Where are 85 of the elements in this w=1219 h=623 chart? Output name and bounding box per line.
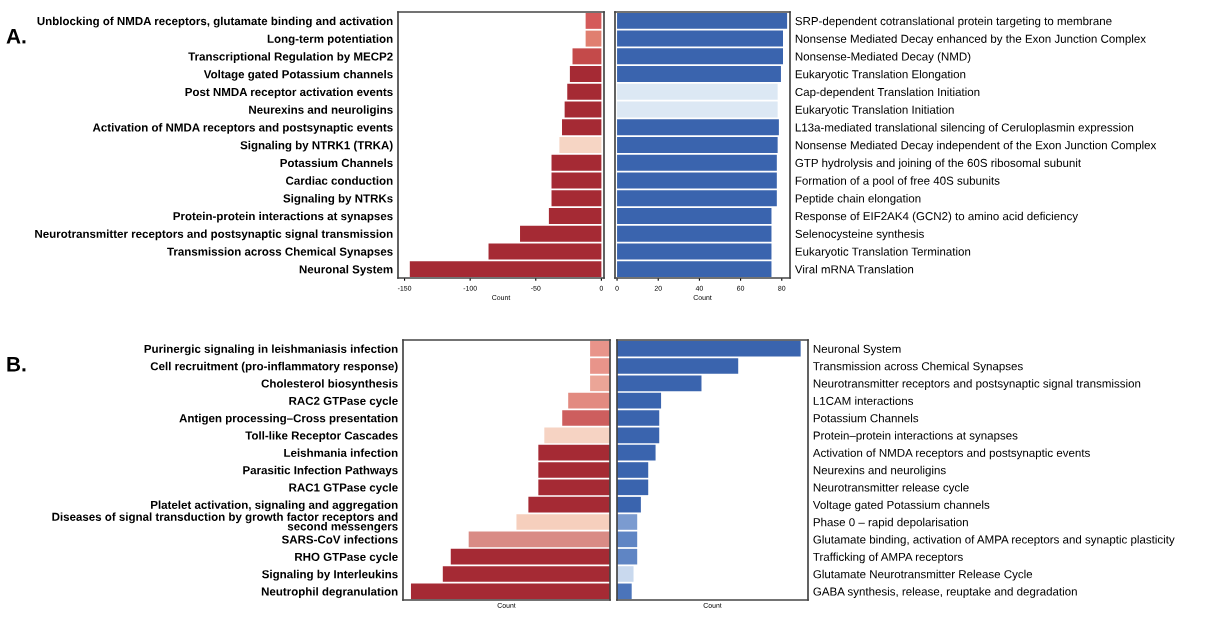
y-tick-label: Parasitic Infection Pathways bbox=[243, 465, 398, 477]
y-tick-label: Diseases of signal transduction by growth factor receptors and second messengers bbox=[52, 512, 398, 533]
y-tick-label: Neurexins and neuroligins bbox=[249, 105, 393, 117]
bar bbox=[617, 207, 772, 224]
y-tick-label: Leishmania infection bbox=[284, 448, 398, 457]
bar bbox=[617, 496, 641, 513]
y-tick-label: Transmission across Chemical Synapses bbox=[167, 247, 393, 258]
y-tick-label: Potassium Channels bbox=[813, 413, 919, 423]
y-tick-label: RAC2 GTPase cycle bbox=[289, 396, 398, 408]
bar bbox=[617, 462, 649, 478]
y-tick-label: Protein-protein interactions at synapses bbox=[173, 211, 393, 223]
bar bbox=[617, 340, 801, 357]
y-tick-label: Transcriptional Regulation by MECP2 bbox=[188, 52, 393, 63]
y-tick-label: Phase 0 – rapid depolarisation bbox=[813, 517, 968, 529]
y-tick-label: Response of EIF2AK4 (GCN2) to amino acid deficiency bbox=[795, 211, 1079, 223]
y-tick-label: Transmission across Chemical Synapses bbox=[813, 361, 1023, 373]
y-tick-label: Eukaryotic Translation Elongation bbox=[795, 69, 966, 81]
y-tick-label: Cell recruitment (pro-inflammatory response) bbox=[150, 361, 398, 373]
y-tick-label: SARS-CoV infections bbox=[281, 535, 398, 544]
y-tick-label: Purinergic signaling in leishmaniasis infection bbox=[144, 344, 398, 356]
bar bbox=[617, 479, 649, 496]
text: B. bbox=[7, 357, 26, 372]
bar bbox=[617, 427, 660, 444]
text: A. bbox=[6, 29, 26, 44]
y-tick-label: Activation of NMDA receptors and postsynaptic events bbox=[92, 123, 393, 134]
y-tick-label: Neuronal System bbox=[299, 264, 393, 276]
y-tick-label: Neutrophil degranulation bbox=[261, 587, 398, 598]
y-tick-label: Activation of NMDA receptors and postsynaptic events bbox=[812, 448, 1090, 460]
bar bbox=[617, 548, 638, 565]
y-tick-label: Eukaryotic Translation Termination bbox=[795, 247, 971, 258]
y-tick-label: Viral mRNA Translation bbox=[794, 264, 914, 274]
y-tick-label: Cap-dependent Translation Initiation bbox=[795, 87, 980, 99]
y-tick-label: Nonsense-Mediated Decay (NMD) bbox=[795, 52, 971, 63]
bar bbox=[617, 531, 638, 548]
bar bbox=[617, 137, 778, 153]
bar bbox=[617, 101, 778, 118]
bar bbox=[617, 566, 634, 582]
bar bbox=[617, 119, 779, 136]
bar bbox=[617, 410, 660, 426]
y-tick-label: GABA synthesis, release, reuptake and degradation bbox=[813, 587, 1077, 598]
bar bbox=[617, 583, 632, 600]
bar bbox=[617, 358, 739, 374]
y-tick-label: Long-term potentiation bbox=[267, 34, 393, 46]
y-tick-label: Neurotransmitter release cycle bbox=[813, 483, 969, 494]
bar bbox=[617, 190, 777, 207]
y-tick-label: Cardiac conduction bbox=[286, 176, 393, 185]
bar bbox=[617, 261, 772, 278]
y-tick-label: Potassium Channels bbox=[280, 158, 393, 168]
y-tick-label: Nonsense Mediated Decay enhanced by the Exon Junction Complex bbox=[795, 34, 1146, 46]
y-tick-label: Trafficking of AMPA receptors bbox=[813, 552, 963, 564]
bar bbox=[617, 444, 656, 461]
y-tick-label: Glutamate Neurotransmitter Release Cycle bbox=[813, 569, 1033, 581]
y-tick-label: Protein–protein interactions at synapses bbox=[813, 431, 1018, 442]
y-tick-label: GTP hydrolysis and joining of the 60S ribosomal subunit bbox=[795, 158, 1081, 170]
y-tick-label: Post NMDA receptor activation events bbox=[185, 87, 393, 99]
y-tick-label: Voltage gated Potassium channels bbox=[812, 500, 990, 512]
y-tick-label: Neurotransmitter receptors and postsynaptic signal transmission bbox=[35, 229, 393, 241]
y-tick-label: Formation of a pool of free 40S subunits bbox=[795, 176, 1000, 188]
y-tick-label: Glutamate binding, activation of AMPA receptors and synaptic plasticity bbox=[813, 535, 1175, 546]
y-tick-label: Signaling by Interleukins bbox=[262, 569, 398, 581]
y-tick-label: Peptide chain elongation bbox=[795, 194, 921, 205]
y-tick-label: Platelet activation, signaling and aggregation bbox=[151, 500, 398, 512]
y-tick-label: Signaling by NTRKs bbox=[283, 194, 393, 205]
bar bbox=[617, 514, 638, 530]
y-tick-label: Cholesterol biosynthesis bbox=[261, 379, 398, 390]
bar bbox=[617, 66, 781, 83]
y-tick-label: L13a-mediated translational silencing of Ceruloplasmin expression bbox=[795, 123, 1134, 134]
y-tick-label: Eukaryotic Translation Initiation bbox=[795, 105, 954, 117]
y-tick-label: Voltage gated Potassium channels bbox=[203, 69, 393, 81]
y-tick-label: Neurotransmitter receptors and postsynaptic signal transmission bbox=[813, 379, 1141, 390]
y-tick-label: RAC1 GTPase cycle bbox=[289, 483, 398, 494]
y-tick-label: Neuronal System bbox=[813, 344, 901, 356]
y-tick-label: Antigen processing–Cross presentation bbox=[179, 413, 398, 425]
y-tick-label: Selenocysteine synthesis bbox=[795, 229, 924, 241]
y-tick-label: SRP-dependent cotranslational protein targeting to membrane bbox=[795, 16, 1112, 28]
bar bbox=[617, 83, 778, 100]
y-tick-label: RHO GTPase cycle bbox=[295, 552, 398, 564]
y-tick-label: Signaling by NTRK1 (TRKA) bbox=[240, 140, 393, 152]
y-tick-label: Unblocking of NMDA receptors, glutamate binding and activation bbox=[37, 16, 393, 28]
y-tick-label: L1CAM interactions bbox=[813, 396, 914, 405]
y-tick-label: Toll-like Receptor Cascades bbox=[245, 431, 398, 442]
bar bbox=[617, 375, 702, 392]
y-tick-label: Nonsense Mediated Decay independent of the Exon Junction Complex bbox=[795, 140, 1157, 152]
y-tick-label: Neurexins and neuroligins bbox=[813, 465, 946, 477]
bar bbox=[617, 392, 662, 409]
